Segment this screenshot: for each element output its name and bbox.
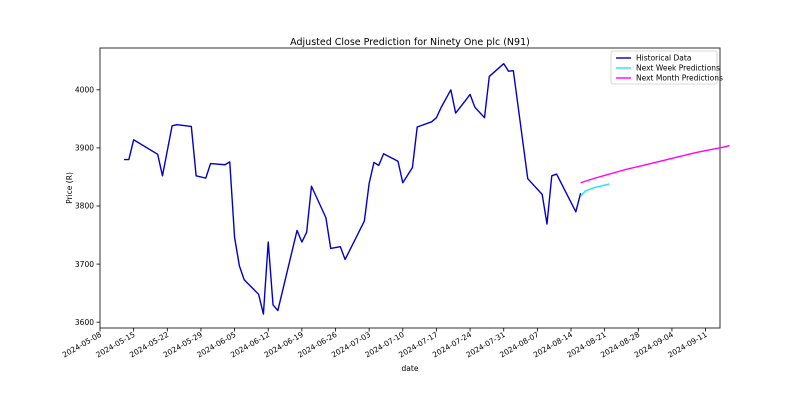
y-tick-label: 4000 bbox=[75, 86, 94, 95]
series-line-next-month-predictions bbox=[580, 144, 730, 184]
y-tick-label: 3800 bbox=[75, 202, 94, 211]
y-tick-label: 3600 bbox=[75, 318, 94, 327]
legend-frame bbox=[610, 50, 718, 85]
y-tick-label: 3900 bbox=[75, 144, 94, 153]
y-axis-label: Price (R) bbox=[65, 172, 74, 204]
plot-frame bbox=[99, 47, 721, 329]
y-tick-label: 3700 bbox=[75, 260, 94, 269]
legend-entry: Next Week Predictions bbox=[636, 64, 720, 73]
legend-entry: Next Month Predictions bbox=[636, 74, 723, 83]
x-axis-ticks: 2024-05-082024-05-152024-05-222024-05-29… bbox=[61, 328, 709, 360]
legend-entry: Historical Data bbox=[636, 54, 691, 63]
chart-title: Adjusted Close Prediction for Ninety One… bbox=[290, 37, 530, 48]
x-axis-label: date bbox=[402, 364, 419, 373]
series-line-historical-data bbox=[124, 62, 582, 315]
series-layer bbox=[124, 62, 730, 315]
series-line-next-week-predictions bbox=[580, 183, 610, 197]
y-axis-ticks: 3600 3700 3800 3900 4000 bbox=[75, 86, 100, 327]
